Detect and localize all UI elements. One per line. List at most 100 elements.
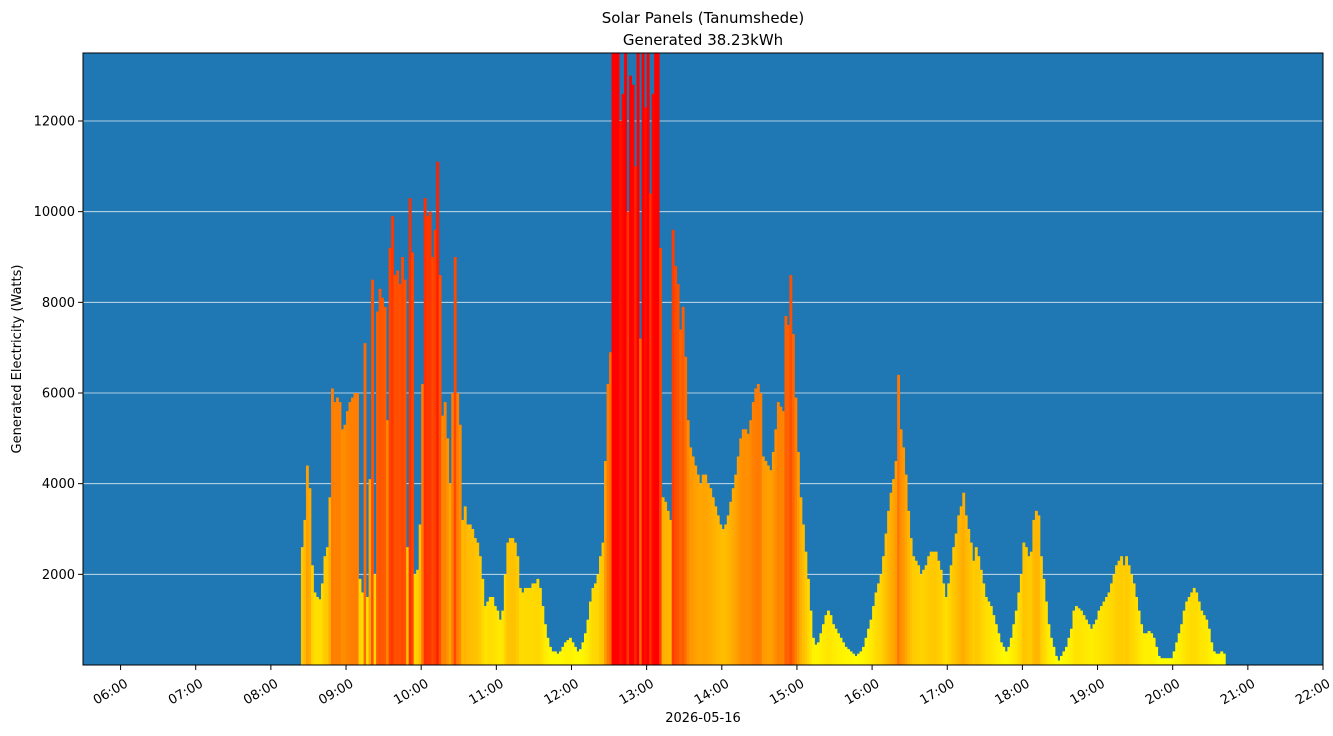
bar	[904, 474, 908, 665]
bar	[1034, 510, 1038, 665]
bar	[531, 583, 535, 665]
bar	[634, 166, 638, 666]
bar	[626, 211, 630, 665]
bar	[1085, 619, 1088, 665]
bar	[847, 649, 850, 665]
bar	[456, 393, 460, 665]
bar	[1012, 624, 1016, 665]
bar	[829, 615, 833, 665]
bar	[1072, 610, 1076, 665]
bar	[571, 642, 575, 665]
y-tick-label: 8000	[42, 296, 75, 311]
bar	[1192, 587, 1196, 665]
bar	[599, 556, 602, 665]
x-tick-label: 09:00	[316, 676, 356, 708]
bar	[338, 402, 342, 665]
x-tick-label: 11:00	[467, 676, 507, 708]
bar	[538, 587, 542, 665]
bar	[1127, 565, 1131, 665]
bar	[1207, 628, 1211, 665]
bar	[874, 592, 878, 665]
bar	[776, 402, 780, 665]
bar	[1155, 646, 1159, 665]
bar	[528, 587, 532, 665]
bar	[358, 578, 362, 665]
bar	[310, 565, 314, 665]
bar	[939, 569, 943, 665]
bar	[801, 524, 805, 665]
bar	[816, 642, 820, 665]
bar	[1160, 658, 1164, 665]
bar	[1182, 610, 1186, 665]
bar	[323, 556, 327, 665]
bar	[974, 547, 978, 665]
bar	[924, 565, 928, 665]
bar	[403, 279, 407, 665]
bar	[1029, 551, 1033, 665]
x-tick-label: 20:00	[1143, 676, 1183, 708]
bar	[619, 121, 622, 665]
bar	[639, 338, 643, 665]
bar	[927, 556, 931, 665]
bar	[1210, 642, 1214, 665]
bar	[491, 597, 495, 665]
bar	[882, 556, 886, 665]
x-tick-label: 12:00	[542, 676, 582, 708]
bar	[421, 383, 425, 665]
bar	[1024, 547, 1028, 665]
bar	[749, 420, 753, 665]
bar	[962, 492, 966, 665]
bar	[548, 646, 552, 665]
bar	[1157, 655, 1161, 665]
bar	[834, 628, 838, 665]
bar	[594, 583, 597, 665]
bar	[636, 53, 640, 665]
bar	[451, 393, 455, 665]
bar	[1125, 556, 1129, 665]
bar	[566, 640, 570, 665]
bar	[1172, 651, 1176, 665]
bar	[586, 619, 590, 665]
bar	[899, 429, 903, 665]
bar	[536, 578, 540, 665]
bar	[313, 592, 317, 665]
bar	[1167, 658, 1171, 665]
bar	[561, 646, 565, 665]
bar	[1080, 610, 1083, 665]
bar	[1042, 578, 1046, 665]
bar	[1132, 583, 1136, 665]
bar	[661, 497, 665, 665]
bar	[1177, 633, 1181, 665]
bar	[506, 542, 510, 665]
bar	[438, 275, 442, 665]
bar	[388, 247, 392, 665]
bar	[621, 93, 625, 666]
bar	[842, 642, 845, 665]
bar	[992, 615, 996, 665]
bar	[629, 75, 633, 665]
bar	[361, 592, 364, 665]
bar	[541, 606, 545, 665]
bar	[887, 510, 891, 665]
bar	[746, 433, 750, 665]
bar	[1057, 660, 1061, 665]
bar	[486, 601, 490, 665]
bar	[819, 633, 823, 665]
bar	[656, 53, 660, 665]
bar	[701, 474, 705, 665]
bar	[922, 569, 926, 665]
bar	[811, 637, 815, 665]
bar	[1122, 565, 1126, 665]
bar	[942, 583, 946, 665]
bar	[1067, 637, 1071, 665]
bar	[436, 161, 440, 666]
bar	[624, 53, 627, 665]
bar	[526, 587, 530, 665]
bar	[641, 53, 645, 665]
bar	[1185, 601, 1189, 665]
bar	[1205, 619, 1209, 665]
y-tick-label: 4000	[42, 477, 75, 492]
bar	[694, 465, 698, 665]
bar	[1014, 610, 1018, 665]
bar	[1017, 592, 1021, 665]
